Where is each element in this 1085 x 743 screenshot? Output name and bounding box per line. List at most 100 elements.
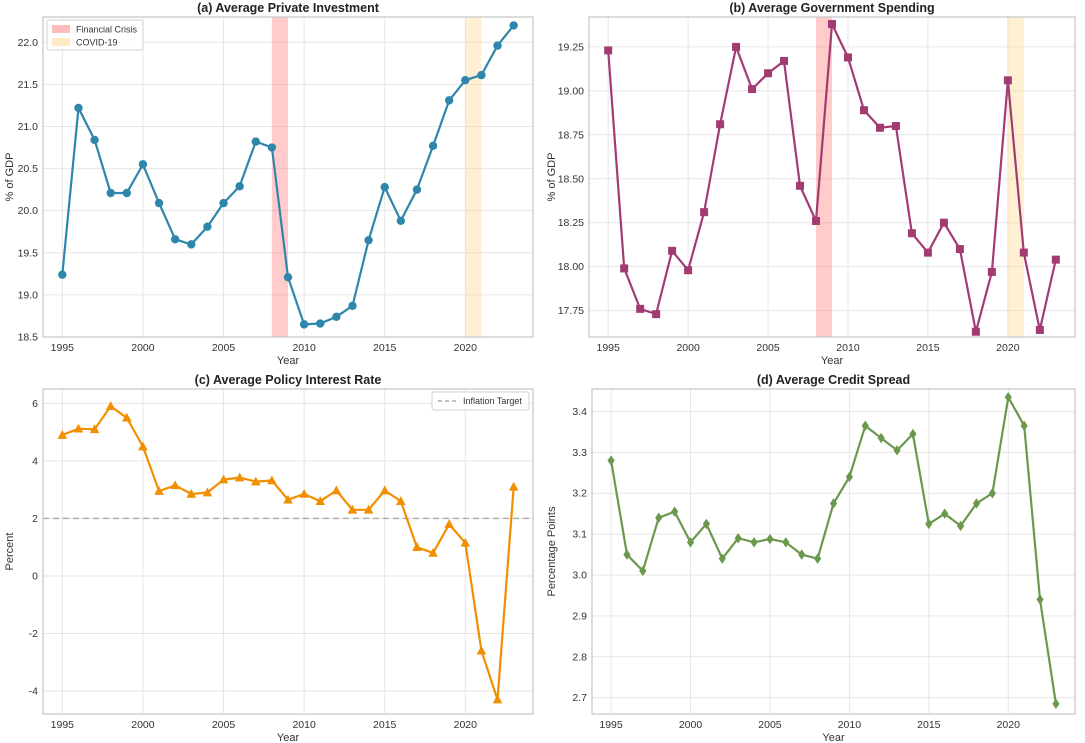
x-tick-label: 2005	[756, 342, 780, 354]
y-tick-label: 19.5	[18, 247, 39, 259]
data-point	[971, 327, 980, 336]
data-point	[877, 432, 885, 444]
data-point	[604, 46, 613, 55]
data-point	[700, 208, 709, 217]
data-point	[1004, 391, 1012, 403]
data-point	[798, 549, 806, 560]
data-point	[396, 216, 406, 225]
data-point	[235, 182, 244, 191]
data-point	[1003, 76, 1012, 85]
y-tick-label: 2.7	[572, 692, 587, 704]
data-point	[1051, 255, 1060, 264]
grid	[43, 17, 533, 338]
data-point	[379, 485, 390, 495]
data-point	[686, 537, 695, 548]
chart-title: (c) Average Policy Interest Rate	[195, 373, 382, 387]
x-tick-label: 2015	[917, 719, 941, 731]
y-tick-label: -4	[29, 685, 38, 697]
data-point	[623, 549, 631, 560]
data-point	[267, 143, 277, 152]
x-tick-label: 2000	[679, 719, 703, 731]
data-point	[57, 430, 68, 439]
data-point	[203, 222, 212, 231]
x-tick-label: 2010	[292, 342, 316, 354]
data-point	[299, 320, 309, 329]
x-axis-label: Year	[277, 732, 300, 743]
data-point	[750, 537, 758, 548]
shaded-region	[816, 17, 832, 337]
data-point	[732, 42, 741, 51]
y-tick-label: 20.5	[18, 163, 39, 175]
data-point	[89, 424, 100, 434]
data-point	[655, 512, 663, 523]
y-axis-label: Percent	[4, 533, 16, 571]
legend: Inflation Target	[431, 391, 530, 411]
data-point	[639, 565, 647, 577]
data-point	[1019, 248, 1028, 257]
data-point	[1036, 594, 1044, 605]
x-tick-label: 2005	[758, 719, 782, 731]
x-tick-label: 2020	[454, 342, 478, 354]
legend-label: Financial Crisis	[76, 25, 138, 35]
data-point	[138, 441, 148, 451]
data-point	[893, 445, 901, 456]
data-point	[74, 103, 83, 113]
legend-label: Inflation Target	[463, 396, 522, 406]
data-point	[907, 229, 916, 238]
data-point	[1035, 325, 1044, 334]
data-point	[444, 96, 454, 105]
y-tick-label: 3.0	[572, 570, 587, 582]
data-point	[187, 240, 196, 249]
data-point	[782, 537, 790, 548]
y-axis-label: % of GDP	[4, 153, 16, 202]
data-point	[861, 420, 869, 431]
x-tick-label: 2015	[916, 342, 940, 354]
data-point	[652, 310, 661, 319]
data-point	[170, 235, 180, 244]
y-axis-label: % of GDP	[546, 153, 558, 202]
data-point	[941, 508, 949, 519]
data-point	[267, 475, 277, 485]
y-tick-label: 3.4	[572, 406, 587, 418]
data-point	[234, 472, 245, 482]
chart-title: (a) Average Private Investment	[197, 1, 380, 15]
markers	[604, 20, 1060, 336]
data-point	[444, 519, 454, 528]
x-tick-label: 1995	[51, 719, 75, 731]
data-point	[620, 264, 629, 273]
data-point	[428, 141, 438, 151]
legend-swatch	[52, 38, 70, 46]
x-tick-label: 2010	[836, 342, 860, 354]
grid	[592, 389, 1075, 714]
markers	[607, 391, 1060, 709]
data-point	[122, 412, 132, 422]
data-point	[412, 185, 422, 194]
data-point	[925, 518, 933, 530]
data-point	[829, 498, 838, 509]
data-point	[347, 504, 358, 514]
shaded-region	[465, 17, 482, 337]
x-tick-label: 1995	[597, 342, 621, 354]
data-point	[845, 471, 853, 483]
data-point	[106, 188, 115, 198]
data-point	[283, 494, 293, 504]
data-point	[186, 488, 197, 498]
data-point	[891, 122, 900, 131]
x-tick-label: 1995	[51, 342, 75, 354]
markers	[57, 401, 519, 704]
data-point	[764, 69, 773, 78]
data-point	[170, 480, 180, 490]
x-tick-label: 2010	[292, 719, 316, 731]
chart-title: (d) Average Credit Spread	[757, 373, 910, 387]
data-point	[412, 542, 422, 551]
x-tick-label: 2000	[676, 342, 700, 354]
x-tick-label: 2000	[131, 342, 155, 354]
markers	[58, 21, 518, 329]
data-point	[607, 455, 615, 466]
x-tick-label: 2010	[838, 719, 862, 731]
data-point	[299, 488, 309, 498]
x-axis-label: Year	[277, 355, 300, 367]
data-point	[283, 273, 293, 282]
y-tick-label: 18.5	[18, 332, 39, 344]
data-point	[218, 474, 229, 484]
